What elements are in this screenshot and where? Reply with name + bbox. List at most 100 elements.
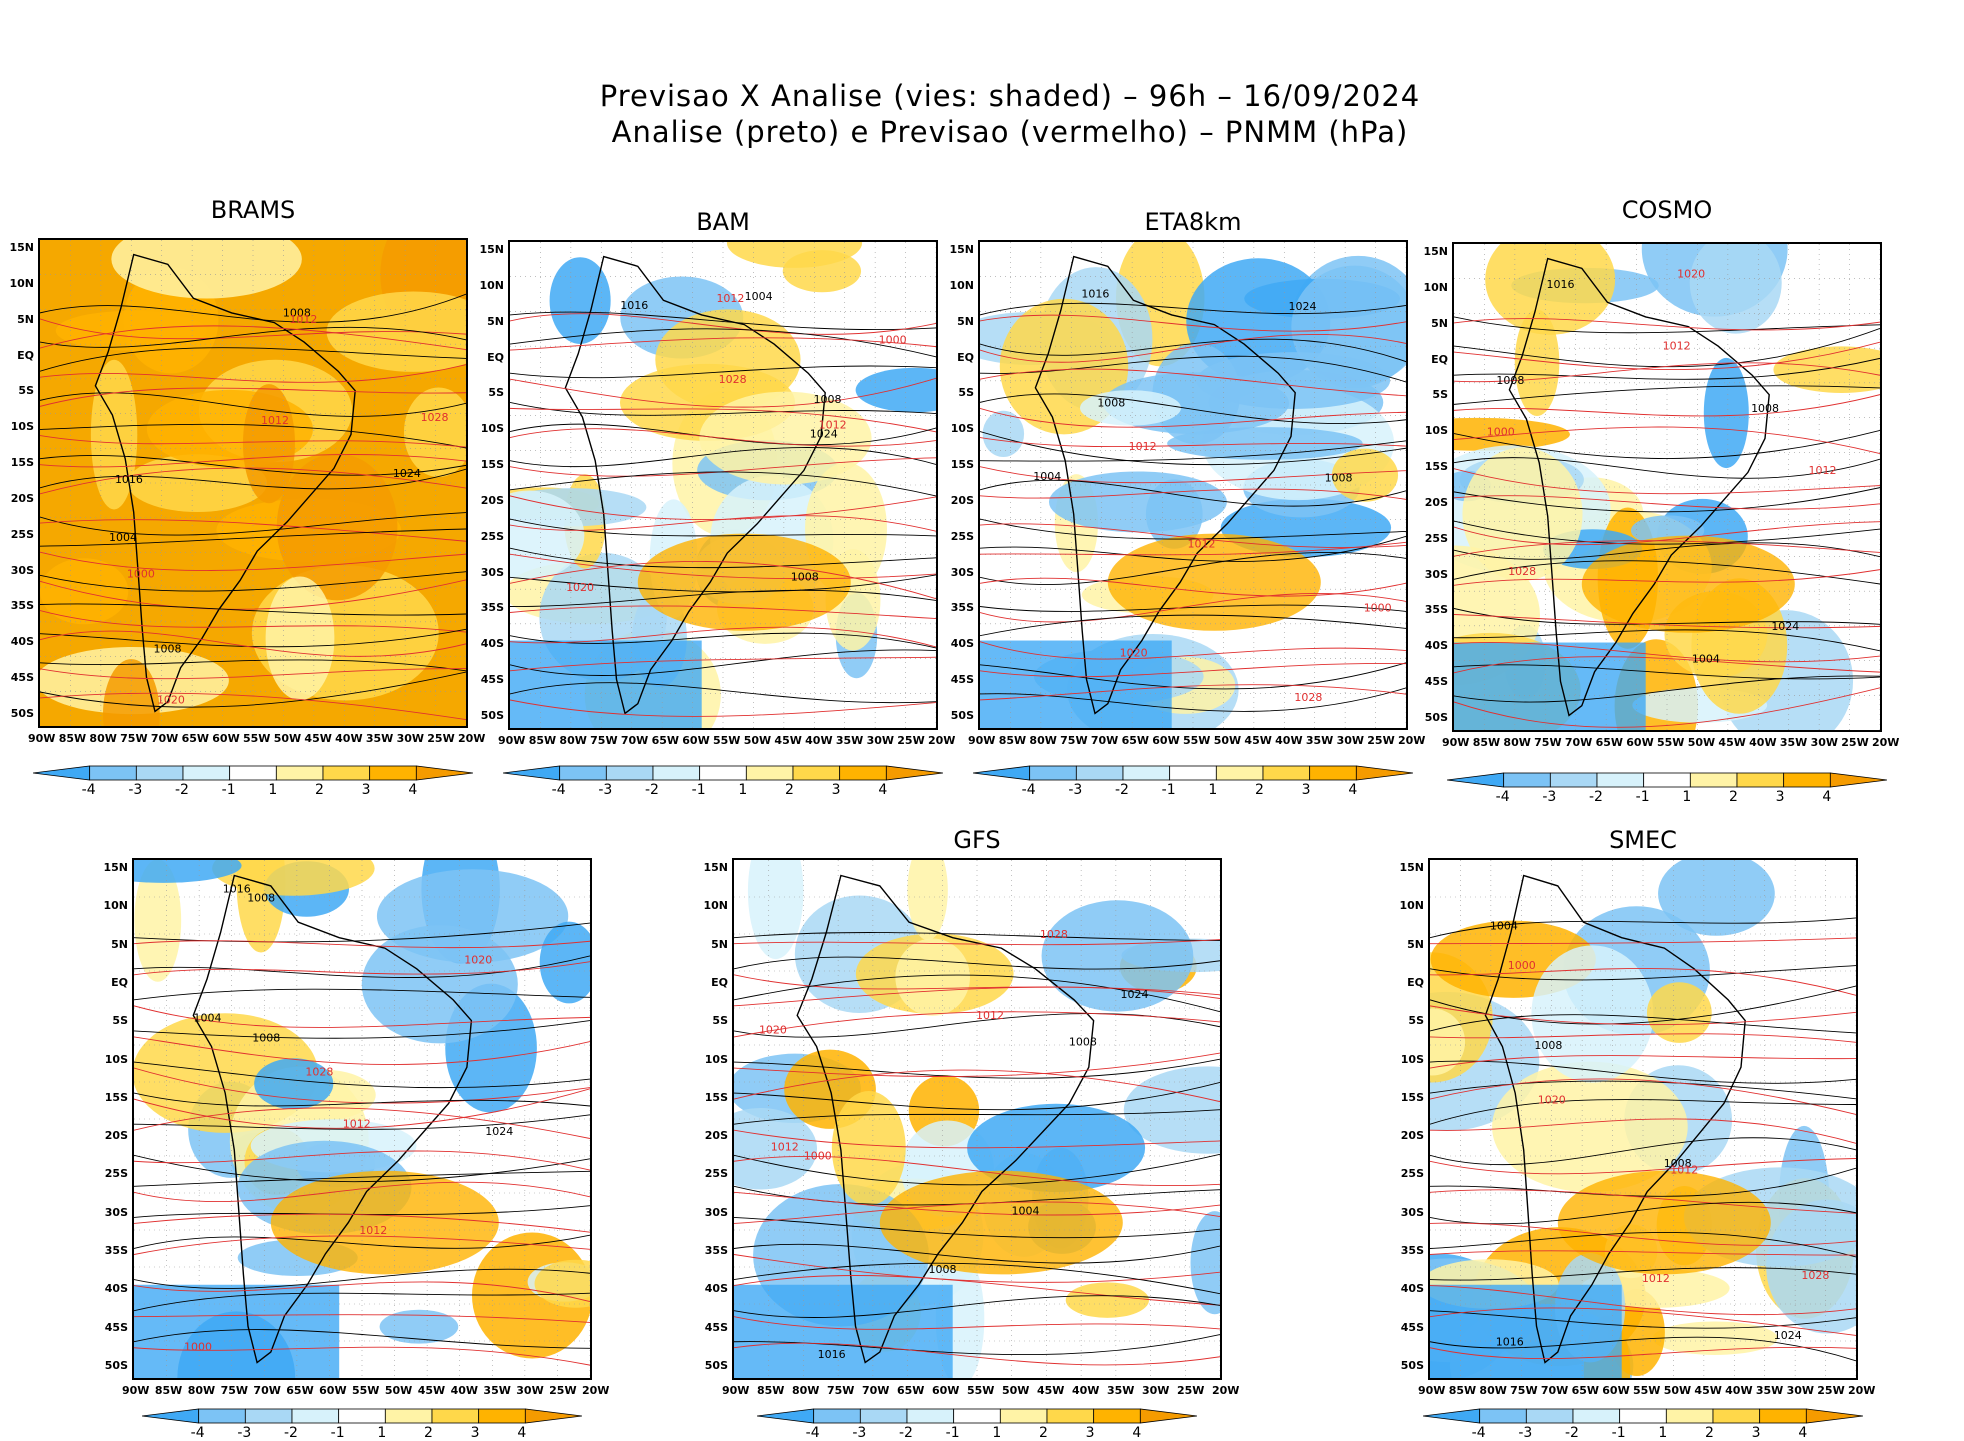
forecast-isobar bbox=[1430, 1307, 1856, 1336]
colorbar-segment bbox=[839, 765, 887, 781]
forecast-isobar bbox=[40, 668, 466, 680]
longitude-label: 60W bbox=[682, 734, 710, 747]
colorbar-segment bbox=[1572, 1408, 1621, 1424]
latitude-label: 5S bbox=[1408, 1014, 1424, 1028]
isobar-label: 1020 bbox=[157, 693, 185, 706]
longitude-label: 90W bbox=[122, 1384, 150, 1397]
forecast-isobar bbox=[1454, 540, 1880, 557]
colorbar-label: 1 bbox=[268, 782, 278, 798]
analysis-isobar bbox=[1430, 1099, 1856, 1125]
analysis-isobar bbox=[134, 1170, 590, 1187]
title-line-1: Previsao X Analise (vies: shaded) – 96h … bbox=[599, 79, 1421, 113]
longitude-label: 50W bbox=[273, 732, 302, 745]
analysis-isobar bbox=[1430, 1336, 1856, 1362]
longitude-label: 60W bbox=[319, 1384, 347, 1397]
longitude-label: 40W bbox=[335, 732, 363, 745]
forecast-isobar bbox=[980, 333, 1406, 363]
analysis-isobar bbox=[40, 659, 466, 672]
colorbar-label: 2 bbox=[1705, 1425, 1714, 1441]
longitude-label: 80W bbox=[187, 1384, 216, 1397]
forecast-isobar bbox=[510, 428, 936, 447]
latitude-label: 50S bbox=[1424, 711, 1448, 724]
longitude-label: 50W bbox=[743, 734, 772, 747]
bias-shading bbox=[895, 938, 970, 1016]
isobar-label: 1020 bbox=[1120, 646, 1148, 659]
longitude-label: 80W bbox=[1503, 736, 1531, 749]
colorbar-label: -4 bbox=[805, 1425, 820, 1441]
longitude-label: 25W bbox=[1817, 1384, 1845, 1397]
latitude-label: 25S bbox=[104, 1167, 128, 1181]
latitude-label: 25S bbox=[950, 529, 974, 543]
analysis-isobar bbox=[134, 922, 590, 943]
analysis-isobar bbox=[510, 447, 936, 468]
longitude-label: 55W bbox=[1183, 734, 1211, 747]
forecast-isobar bbox=[1454, 495, 1880, 510]
bias-shading bbox=[1048, 471, 1227, 533]
isobar-label: 1008 bbox=[791, 571, 819, 584]
bias-shading bbox=[549, 257, 611, 344]
isobar-label: 1024 bbox=[1121, 988, 1149, 1001]
longitude-label: 35W bbox=[1107, 1384, 1135, 1397]
forecast-isobar bbox=[510, 699, 936, 717]
analysis-isobar bbox=[1454, 520, 1880, 545]
colorbar-label: -3 bbox=[1068, 782, 1083, 798]
analysis-isobar bbox=[1430, 1080, 1856, 1100]
colorbar-label: -4 bbox=[551, 782, 566, 798]
colorbar-label: 3 bbox=[1085, 1425, 1095, 1441]
panel-title: GFS bbox=[953, 826, 1001, 854]
longitude-label: 85W bbox=[528, 734, 557, 747]
isobar-label: 1024 bbox=[393, 467, 421, 480]
colorbar-segment bbox=[1029, 765, 1077, 781]
latitude-label: 25S bbox=[1424, 531, 1448, 545]
bias-shading bbox=[1531, 945, 1654, 1083]
isobar-label: 1024 bbox=[1289, 300, 1317, 313]
colorbar-segment bbox=[244, 1408, 293, 1424]
bias-shading bbox=[831, 1090, 906, 1206]
analysis-isobar bbox=[980, 552, 1406, 586]
latitude-label: 15S bbox=[950, 458, 974, 472]
colorbar-segment bbox=[1262, 765, 1311, 781]
latitude-label: 40S bbox=[950, 637, 974, 651]
latitude-label: 20S bbox=[104, 1129, 128, 1143]
longitude-label: 40W bbox=[1275, 734, 1303, 747]
forecast-isobar bbox=[134, 1235, 590, 1255]
bias-shading bbox=[855, 367, 936, 413]
bias-shading bbox=[1646, 982, 1712, 1043]
longitude-label: 85W bbox=[998, 734, 1027, 747]
latitude-label: 5N bbox=[957, 314, 974, 328]
longitude-label: 90W bbox=[498, 734, 526, 747]
longitude-label: 55W bbox=[1633, 1384, 1661, 1397]
longitude-label: 55W bbox=[967, 1384, 995, 1397]
colorbar-segment bbox=[1169, 765, 1217, 781]
colorbar-label: 3 bbox=[831, 782, 841, 798]
latitude-label: 5N bbox=[111, 937, 128, 951]
latitude-label: 10N bbox=[1399, 899, 1424, 913]
forecast-isobar bbox=[40, 610, 466, 633]
coastline bbox=[1484, 874, 1746, 1364]
bias-shading bbox=[1658, 860, 1775, 936]
analysis-isobar bbox=[980, 518, 1406, 540]
isobar-label: 1008 bbox=[1069, 1035, 1097, 1048]
colorbar-label: -1 bbox=[330, 1425, 345, 1441]
isobar-label: 1012 bbox=[289, 313, 317, 326]
latitude-label: 10S bbox=[480, 422, 504, 436]
analysis-isobar bbox=[1454, 328, 1880, 368]
forecast-isobar bbox=[1454, 426, 1880, 455]
isobar-label: 1008 bbox=[1751, 402, 1779, 415]
analysis-isobar bbox=[980, 431, 1406, 466]
analysis-isobar bbox=[510, 328, 936, 358]
bias-shading bbox=[1485, 244, 1616, 335]
isobar-label: 1008 bbox=[1097, 396, 1125, 409]
forecast-isobar bbox=[40, 551, 466, 571]
forecast-isobar bbox=[1430, 968, 1856, 996]
longitude-label: 75W bbox=[120, 732, 148, 745]
analysis-isobar bbox=[734, 932, 1220, 941]
bias-shading bbox=[726, 242, 863, 268]
forecast-isobar bbox=[510, 626, 936, 648]
isobar-label: 1004 bbox=[1490, 919, 1518, 932]
latitude-label: 15N bbox=[1399, 861, 1424, 874]
bias-shading bbox=[212, 860, 375, 896]
latitude-label: 10N bbox=[1423, 280, 1448, 294]
analysis-isobar bbox=[40, 423, 466, 449]
longitude-label: 40W bbox=[1072, 1384, 1100, 1397]
